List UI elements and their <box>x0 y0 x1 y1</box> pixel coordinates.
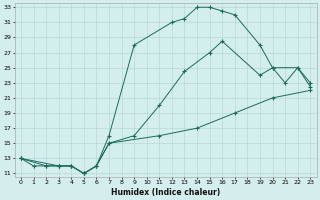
X-axis label: Humidex (Indice chaleur): Humidex (Indice chaleur) <box>111 188 220 197</box>
